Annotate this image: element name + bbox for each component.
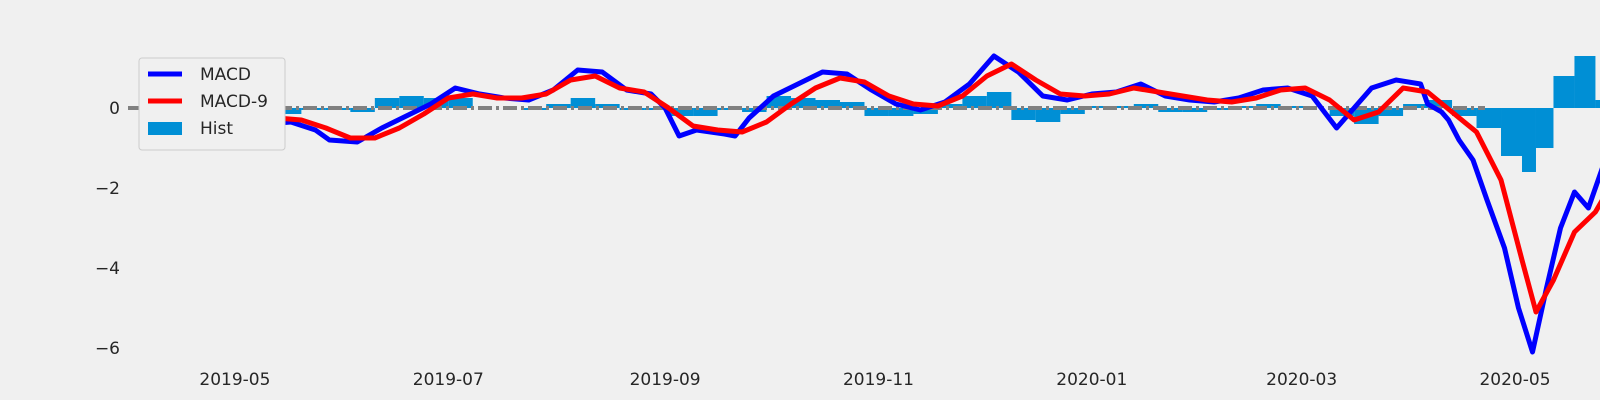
hist-bar xyxy=(374,98,400,108)
hist-bar xyxy=(1535,108,1554,148)
legend-macd-label: MACD xyxy=(200,65,251,85)
hist-bar xyxy=(1182,108,1208,112)
legend-hist-swatch xyxy=(148,122,182,135)
hist-bar xyxy=(1476,108,1502,128)
series-line-macd-9 xyxy=(194,61,1600,315)
hist-bar xyxy=(668,108,694,116)
hist-bar xyxy=(448,98,473,108)
legend-macd9-label: MACD-9 xyxy=(200,92,268,112)
y-tick-label: −6 xyxy=(95,339,120,359)
x-tick-label: 2020-01 xyxy=(1056,370,1127,390)
hist-bar xyxy=(815,100,840,108)
hist-bar xyxy=(888,108,914,116)
legend-hist-label: Hist xyxy=(200,119,233,139)
x-tick-label: 2020-03 xyxy=(1266,370,1337,390)
x-tick-label: 2019-11 xyxy=(843,370,914,390)
y-tick-label: −4 xyxy=(95,259,120,279)
hist-bar xyxy=(1158,108,1183,112)
y-tick-label: 0 xyxy=(109,99,120,119)
x-axis-ticks: 2019-05 2019-07 2019-09 2019-11 2020-01 2020-… xyxy=(199,370,1550,390)
hist-bar xyxy=(791,98,816,108)
hist-bar xyxy=(1452,108,1477,116)
x-tick-label: 2020-05 xyxy=(1479,370,1550,390)
hist-bar xyxy=(1521,108,1536,172)
hist-bar xyxy=(839,102,865,108)
hist-bar xyxy=(570,98,596,108)
hist-bar xyxy=(1231,106,1257,108)
legend: MACD MACD-9 Hist xyxy=(138,57,286,151)
y-axis-ticks: 0 −2 −4 −6 xyxy=(95,99,120,359)
hist-bar xyxy=(276,108,302,114)
hist-bar xyxy=(1595,100,1600,108)
x-tick-label: 2019-07 xyxy=(413,370,484,390)
hist-bar xyxy=(864,108,889,116)
hist-bar xyxy=(1060,108,1085,114)
hist-bar xyxy=(1378,108,1404,116)
series-line-macd xyxy=(194,53,1600,355)
hist-bar xyxy=(962,96,987,108)
hist-bar xyxy=(937,104,963,108)
hist-bar xyxy=(399,96,424,108)
hist-bar xyxy=(1256,104,1281,108)
hist-bar xyxy=(1501,108,1522,156)
series-lines xyxy=(194,53,1600,355)
x-tick-label: 2019-09 xyxy=(630,370,701,390)
hist-bar xyxy=(1035,108,1061,122)
hist-bar xyxy=(693,108,718,116)
x-tick-label: 2019-05 xyxy=(199,370,270,390)
hist-bar xyxy=(1574,56,1596,108)
hist-bar xyxy=(1280,106,1306,108)
hist-bar xyxy=(1207,108,1232,110)
hist-bar xyxy=(913,108,938,114)
hist-bar xyxy=(1553,76,1575,108)
y-tick-label: −2 xyxy=(95,179,120,199)
hist-bar xyxy=(986,92,1012,108)
hist-bar xyxy=(1011,108,1036,120)
